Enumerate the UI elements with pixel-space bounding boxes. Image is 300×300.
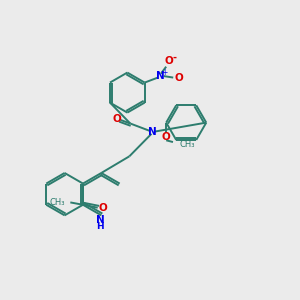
Text: CH₃: CH₃ — [50, 198, 65, 207]
Text: O: O — [98, 203, 107, 213]
Text: O: O — [175, 73, 184, 82]
Text: -: - — [173, 52, 177, 62]
Text: N: N — [96, 215, 104, 225]
Text: O: O — [112, 114, 121, 124]
Text: O: O — [162, 132, 171, 142]
Text: CH₃: CH₃ — [179, 140, 195, 149]
Text: N: N — [148, 127, 156, 137]
Text: O: O — [165, 56, 173, 66]
Text: +: + — [161, 68, 168, 77]
Text: N: N — [157, 71, 165, 81]
Text: H: H — [96, 222, 104, 231]
